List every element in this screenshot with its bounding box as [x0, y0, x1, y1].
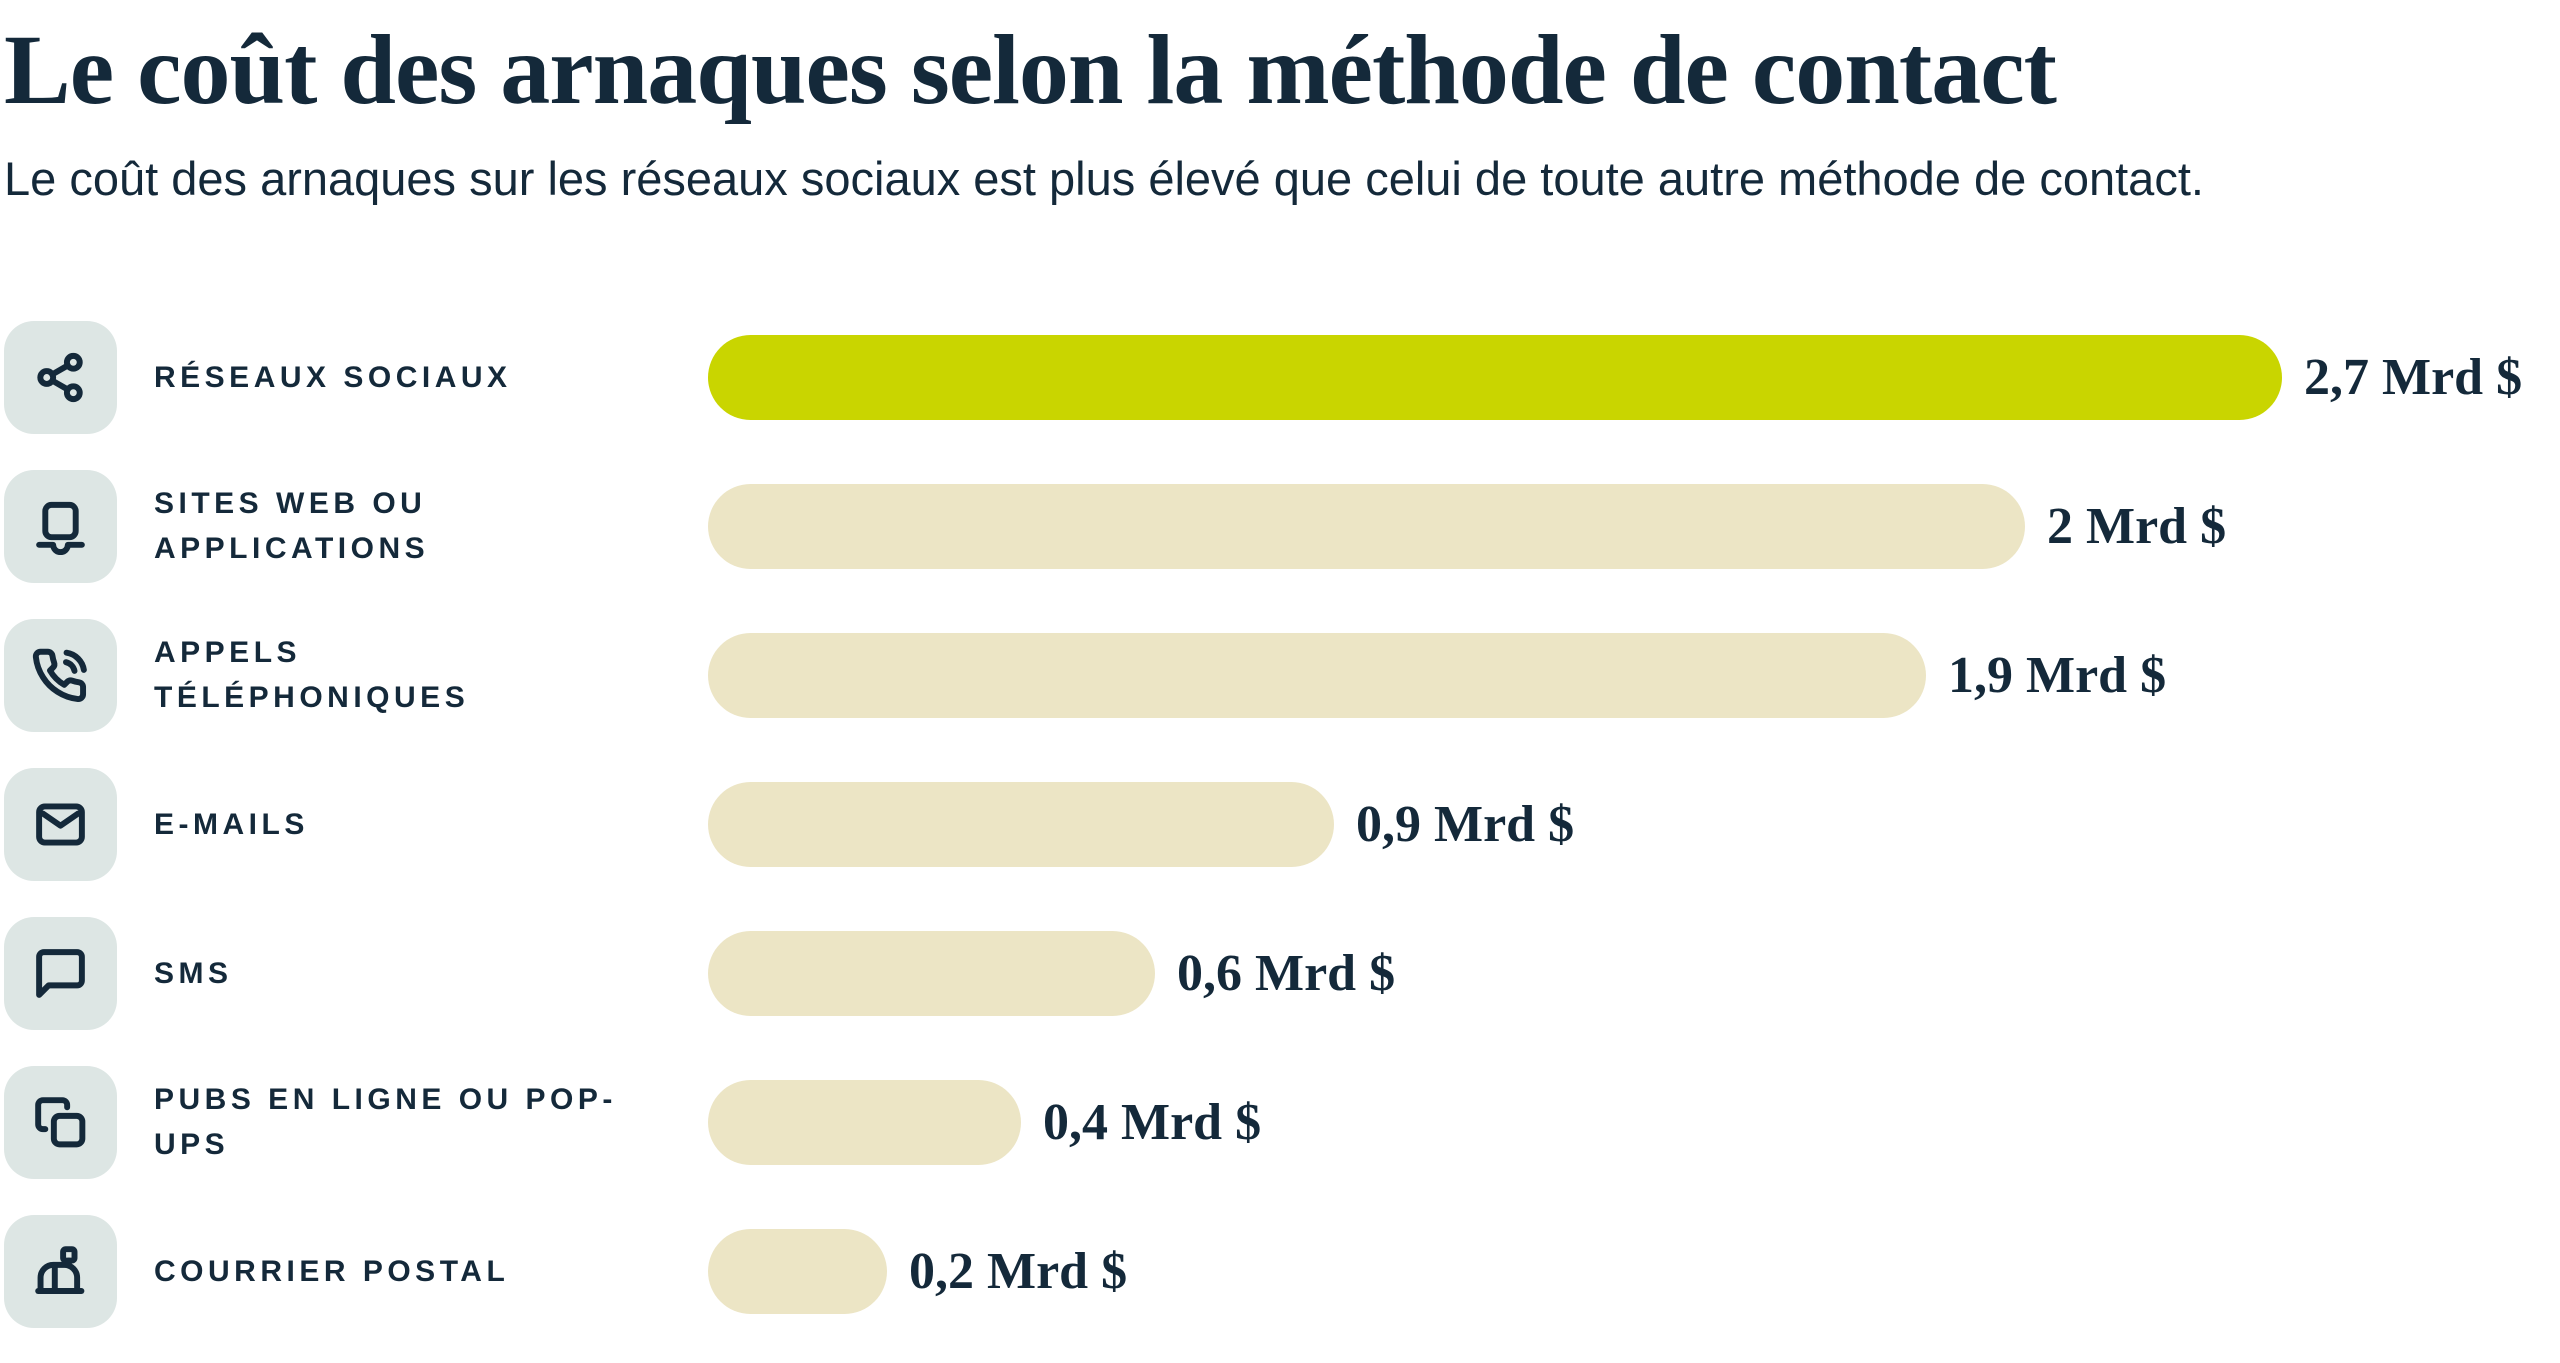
bar-track: 0,6 Mrd $ — [708, 917, 2560, 1030]
bar-track: 0,9 Mrd $ — [708, 768, 2560, 881]
chart-row: APPELS TÉLÉPHONIQUES 1,9 Mrd $ — [4, 618, 2560, 732]
value-label: 1,9 Mrd $ — [1948, 646, 2167, 704]
bar — [708, 781, 1334, 867]
value-label: 2,7 Mrd $ — [2304, 348, 2523, 406]
chart-header: Le coût des arnaques selon la méthode de… — [4, 0, 2560, 209]
mail-icon — [32, 796, 89, 853]
bar — [708, 483, 2025, 569]
bar — [708, 334, 2282, 420]
icon-tile — [4, 767, 117, 881]
icon-tile — [4, 469, 117, 583]
phone-call-icon — [32, 647, 89, 704]
chart-subtitle: Le coût des arnaques sur les réseaux soc… — [4, 152, 2204, 205]
category-label: SMS — [154, 956, 233, 990]
bar — [708, 1079, 1021, 1165]
icon-tile — [4, 1214, 117, 1328]
page-title: Le coût des arnaques selon la méthode de… — [4, 14, 2057, 125]
message-bubble-icon — [32, 945, 89, 1002]
chart-row: COURRIER POSTAL 0,2 Mrd $ — [4, 1214, 2560, 1328]
value-label: 2 Mrd $ — [2047, 497, 2227, 555]
value-label: 0,2 Mrd $ — [909, 1242, 1128, 1300]
bar-chart: RÉSEAUX SOCIAUX 2,7 Mrd $ SITES WEB OU A… — [4, 320, 2560, 1328]
icon-tile — [4, 916, 117, 1030]
category-label: SITES WEB OU APPLICATIONS — [154, 487, 430, 566]
bar-track: 2 Mrd $ — [708, 470, 2560, 583]
chart-row: SMS 0,6 Mrd $ — [4, 916, 2560, 1030]
category-label: COURRIER POSTAL — [154, 1254, 510, 1288]
bar-track: 0,4 Mrd $ — [708, 1066, 2560, 1179]
mailbox-icon — [32, 1243, 89, 1300]
value-label: 0,4 Mrd $ — [1043, 1093, 1262, 1151]
category-label: PUBS EN LIGNE OU POP-UPS — [154, 1083, 617, 1162]
chart-row: SITES WEB OU APPLICATIONS 2 Mrd $ — [4, 469, 2560, 583]
bar-track: 0,2 Mrd $ — [708, 1215, 2560, 1328]
value-label: 0,6 Mrd $ — [1177, 944, 1396, 1002]
bar — [708, 930, 1155, 1016]
icon-tile — [4, 320, 117, 434]
chart-row: E-MAILS 0,9 Mrd $ — [4, 767, 2560, 881]
category-label: RÉSEAUX SOCIAUX — [154, 360, 512, 394]
bar — [708, 632, 1926, 718]
bar-track: 1,9 Mrd $ — [708, 619, 2560, 732]
icon-tile — [4, 618, 117, 732]
share-icon — [32, 349, 89, 406]
copy-popup-icon — [32, 1094, 89, 1151]
chart-row: RÉSEAUX SOCIAUX 2,7 Mrd $ — [4, 320, 2560, 434]
bar-track: 2,7 Mrd $ — [708, 321, 2560, 434]
chart-row: PUBS EN LIGNE OU POP-UPS 0,4 Mrd $ — [4, 1065, 2560, 1179]
bar — [708, 1228, 887, 1314]
category-label: APPELS TÉLÉPHONIQUES — [154, 636, 470, 715]
icon-tile — [4, 1065, 117, 1179]
laptop-icon — [32, 498, 89, 555]
category-label: E-MAILS — [154, 807, 309, 841]
value-label: 0,9 Mrd $ — [1356, 795, 1575, 853]
